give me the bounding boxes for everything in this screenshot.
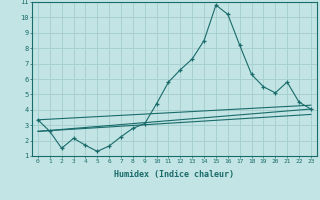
X-axis label: Humidex (Indice chaleur): Humidex (Indice chaleur) <box>115 170 234 179</box>
